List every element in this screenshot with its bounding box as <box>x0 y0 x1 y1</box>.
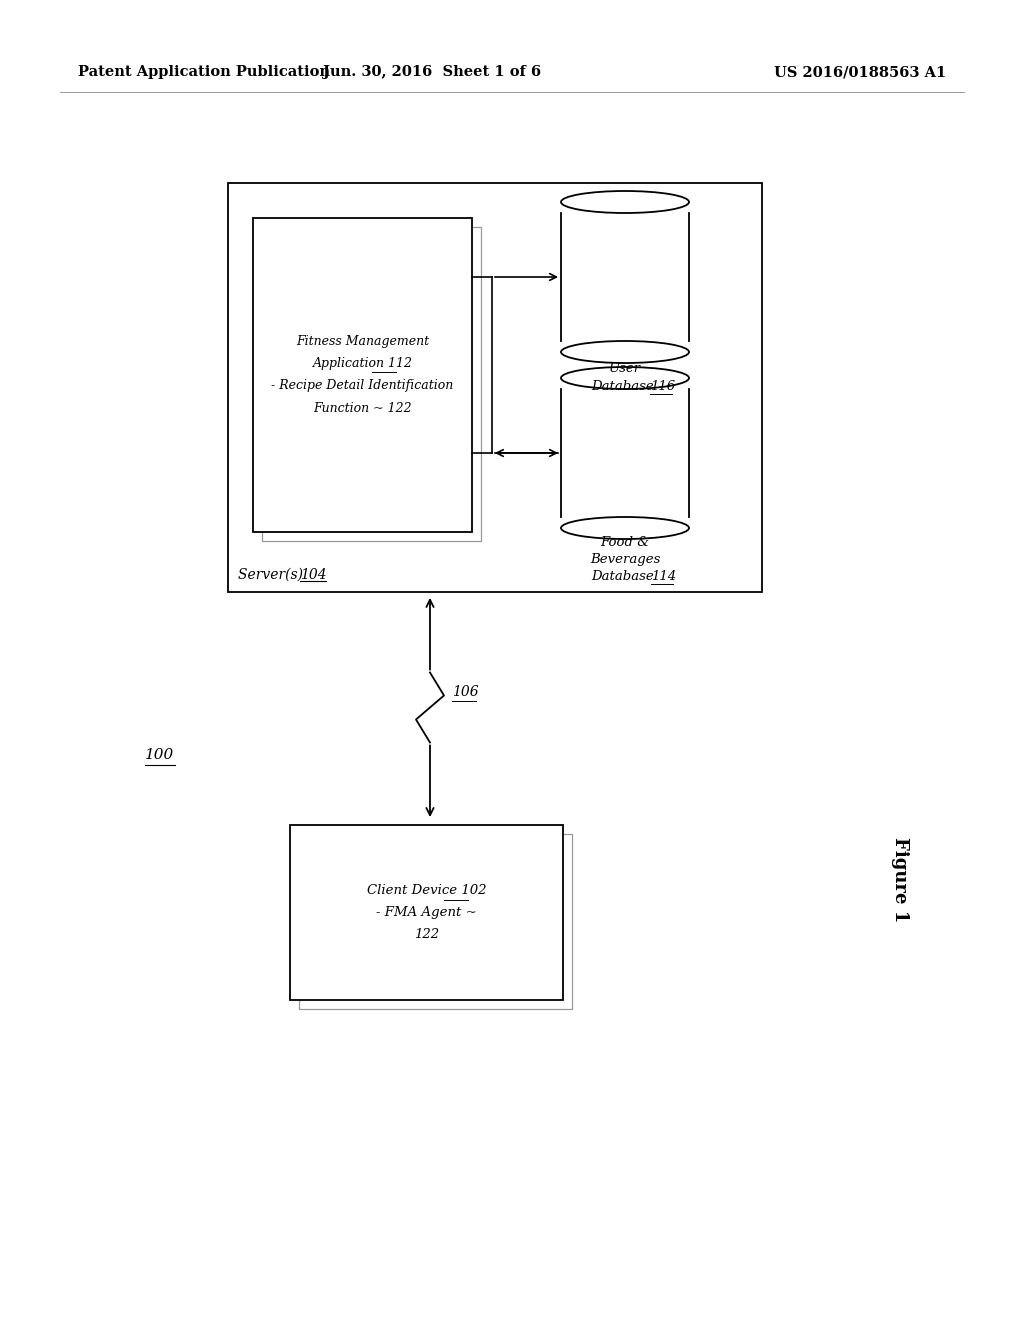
Text: Food &: Food & <box>600 536 649 549</box>
Text: - FMA Agent ~: - FMA Agent ~ <box>376 906 477 919</box>
Text: Beverages: Beverages <box>590 553 660 566</box>
Text: - Recipe Detail Identification: - Recipe Detail Identification <box>271 380 454 392</box>
Polygon shape <box>561 389 689 517</box>
Text: Jun. 30, 2016  Sheet 1 of 6: Jun. 30, 2016 Sheet 1 of 6 <box>323 65 541 79</box>
Text: Function ~ 122: Function ~ 122 <box>313 401 412 414</box>
Bar <box>290 825 563 1001</box>
Text: Server(s): Server(s) <box>238 568 307 582</box>
Text: Database: Database <box>592 570 658 583</box>
Ellipse shape <box>561 191 689 213</box>
Text: Fitness Management: Fitness Management <box>296 335 429 348</box>
Text: Database: Database <box>592 380 658 393</box>
Text: 100: 100 <box>145 748 174 762</box>
Bar <box>262 227 481 541</box>
Ellipse shape <box>561 517 689 539</box>
Text: 116: 116 <box>650 380 675 393</box>
Bar <box>228 183 762 591</box>
Ellipse shape <box>561 341 689 363</box>
Text: 114: 114 <box>651 570 676 583</box>
Text: Application 112: Application 112 <box>312 358 413 371</box>
Text: Patent Application Publication: Patent Application Publication <box>78 65 330 79</box>
Text: Client Device 102: Client Device 102 <box>367 884 486 898</box>
Ellipse shape <box>561 367 689 389</box>
Text: Figure 1: Figure 1 <box>891 837 909 923</box>
Text: 104: 104 <box>300 568 327 582</box>
Polygon shape <box>561 213 689 341</box>
Text: User: User <box>609 362 641 375</box>
Text: 122: 122 <box>414 928 439 941</box>
Text: US 2016/0188563 A1: US 2016/0188563 A1 <box>774 65 946 79</box>
Bar <box>253 218 472 532</box>
Text: 106: 106 <box>452 685 478 700</box>
Bar <box>299 834 572 1008</box>
